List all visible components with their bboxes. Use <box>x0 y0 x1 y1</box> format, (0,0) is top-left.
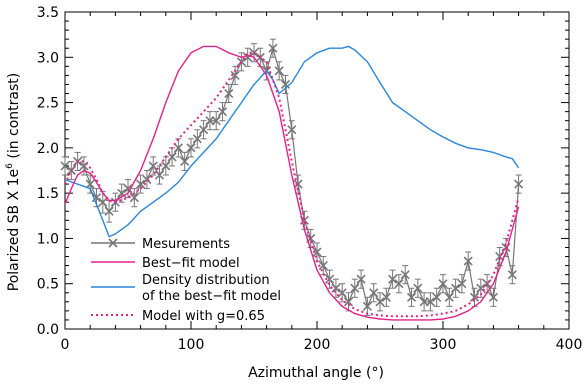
legend-measurements-label: Mesurements <box>142 237 230 252</box>
best-fit-model-line <box>65 45 520 321</box>
y-tick-label: 2.5 <box>37 96 59 112</box>
x-tick-label: 400 <box>556 337 583 353</box>
model-g065-line <box>65 51 520 318</box>
legend-measurements-marker <box>108 238 118 248</box>
y-tick-label: 1.0 <box>37 231 59 247</box>
x-tick-label: 100 <box>178 337 205 353</box>
y-tick-label: 2.0 <box>37 141 59 157</box>
legend-model-g-label: Model with g=0.65 <box>142 309 265 324</box>
x-tick-label: 0 <box>61 337 70 353</box>
x-axis-title: Azimuthal angle (°) <box>248 365 384 381</box>
x-tick-label: 300 <box>430 337 457 353</box>
y-axis-title: Polarized SB X 1e6 (in contrast) <box>5 73 22 292</box>
y-tick-label: 1.5 <box>37 186 59 202</box>
legend-density-label-2: of the best−fit model <box>142 289 281 304</box>
legend-best-fit-label: Best−fit model <box>142 256 240 271</box>
legend: Mesurements Best−fit model Density distrib… <box>91 237 281 324</box>
density-distribution-line <box>65 45 520 238</box>
x-tick-label: 200 <box>304 337 331 353</box>
y-tick-label: 0.0 <box>37 322 59 338</box>
y-tick-label: 3.0 <box>37 50 59 66</box>
measurement-marker <box>514 179 524 189</box>
y-tick-label: 3.5 <box>37 5 59 21</box>
legend-density-label-1: Density distribution <box>142 273 270 288</box>
measurements-line <box>64 45 520 309</box>
y-tick-label: 0.5 <box>37 277 59 293</box>
